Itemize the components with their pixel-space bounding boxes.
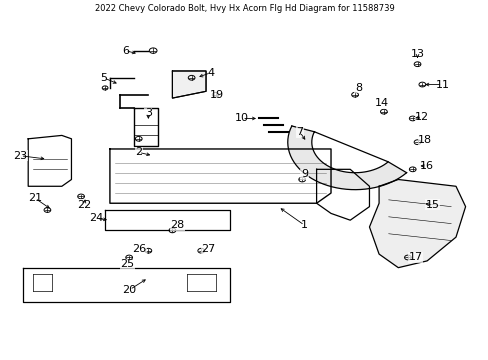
Polygon shape: [287, 126, 406, 190]
Text: 13: 13: [410, 49, 424, 59]
Text: 18: 18: [417, 135, 431, 145]
Text: 3: 3: [144, 108, 152, 118]
Text: 19: 19: [209, 90, 223, 100]
Text: 24: 24: [89, 213, 103, 224]
Text: 10: 10: [235, 113, 248, 123]
Text: 28: 28: [170, 220, 184, 230]
Text: 11: 11: [435, 80, 448, 90]
Text: 25: 25: [120, 259, 134, 269]
Polygon shape: [369, 180, 465, 268]
Title: 2022 Chevy Colorado Bolt, Hvy Hx Acorn Flg Hd Diagram for 11588739: 2022 Chevy Colorado Bolt, Hvy Hx Acorn F…: [95, 4, 393, 13]
Text: 26: 26: [132, 244, 146, 254]
Text: 12: 12: [414, 112, 428, 122]
Text: 8: 8: [354, 83, 361, 93]
Text: 2: 2: [135, 147, 142, 157]
Text: 23: 23: [13, 151, 27, 161]
Text: 20: 20: [122, 285, 137, 295]
Text: 4: 4: [207, 68, 214, 78]
Text: 17: 17: [407, 252, 422, 262]
Text: 22: 22: [77, 200, 91, 210]
Text: 27: 27: [201, 244, 215, 254]
Text: 7: 7: [296, 127, 303, 137]
Text: 5: 5: [100, 73, 107, 83]
Text: 1: 1: [301, 220, 307, 230]
Polygon shape: [172, 71, 205, 98]
Text: 14: 14: [374, 98, 388, 108]
Text: 9: 9: [301, 170, 307, 179]
Text: 15: 15: [425, 200, 439, 210]
Text: 16: 16: [419, 161, 433, 171]
Text: 21: 21: [28, 193, 42, 203]
Text: 6: 6: [122, 46, 128, 56]
